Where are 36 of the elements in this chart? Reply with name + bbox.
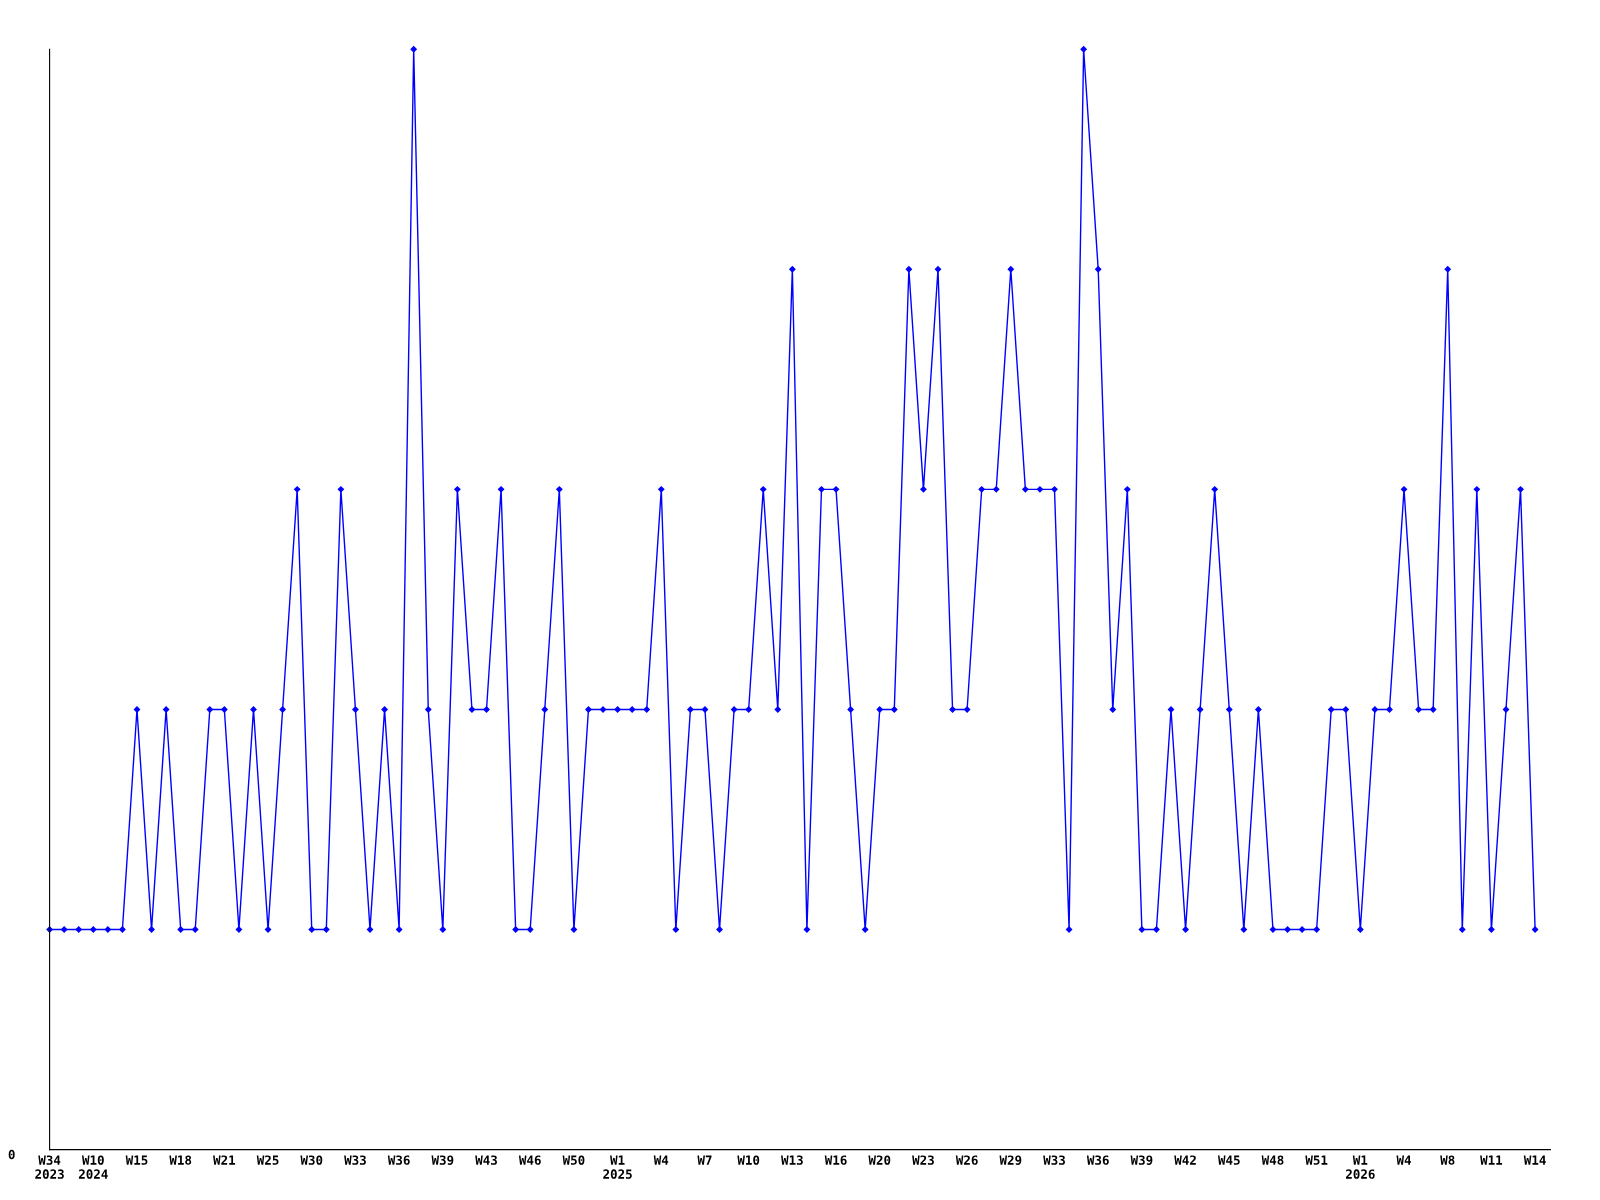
x-tick-label: W33 — [1043, 1155, 1065, 1165]
x-tick-label: W34 2023 — [35, 1155, 64, 1179]
x-tick-label: W36 — [387, 1155, 410, 1165]
x-tick-label: W42 — [1174, 1155, 1196, 1165]
x-tick-label: W26 — [955, 1155, 978, 1165]
x-tick-label: W10 2024 — [78, 1155, 108, 1179]
x-tick-label: W4 — [653, 1155, 669, 1165]
x-tick-label: W45 — [1217, 1155, 1240, 1165]
x-tick-label: W1 2025 — [603, 1155, 632, 1179]
x-tick-label: W48 — [1261, 1155, 1284, 1165]
x-tick-label: W20 — [868, 1155, 891, 1165]
x-tick-label: W33 — [344, 1155, 366, 1165]
x-tick-label: W39 — [1130, 1155, 1153, 1165]
x-tick-label: W4 — [1396, 1155, 1411, 1165]
x-tick-label: W18 — [169, 1155, 192, 1165]
text: 0 — [8, 1149, 15, 1160]
x-tick-label: W39 — [431, 1155, 454, 1165]
x-tick-label: W21 — [213, 1155, 236, 1165]
x-tick-label: W11 — [1480, 1155, 1503, 1165]
x-tick-label: W29 — [999, 1155, 1022, 1165]
x-tick-label: W7 — [697, 1155, 712, 1165]
x-tick-label: W10 — [737, 1155, 760, 1165]
x-tick-label: W36 — [1086, 1155, 1109, 1165]
x-tick-label: W51 — [1305, 1155, 1328, 1165]
x-tick-label: W23 — [912, 1155, 934, 1165]
x-tick-label: W25 — [256, 1155, 279, 1165]
x-tick-label: W1 2026 — [1345, 1155, 1375, 1179]
x-tick-label: W15 — [125, 1155, 148, 1165]
x-tick-label: W30 — [300, 1155, 323, 1165]
x-tick-label: W14 — [1523, 1155, 1546, 1165]
x-tick-label: W50 — [562, 1155, 585, 1165]
x-tick-label: W13 — [781, 1155, 803, 1165]
x-tick-label: W16 — [824, 1155, 847, 1165]
x-tick-label: W43 — [475, 1155, 497, 1165]
x-tick-label: W8 — [1440, 1155, 1455, 1165]
x-tick-label: W46 — [518, 1155, 541, 1165]
